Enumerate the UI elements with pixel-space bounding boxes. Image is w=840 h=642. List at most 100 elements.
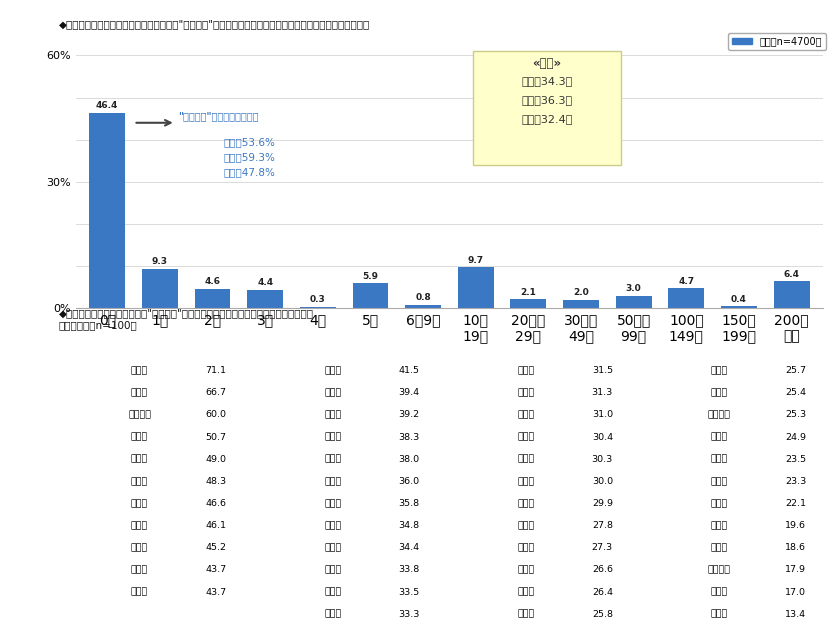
Text: 35.8: 35.8 (398, 499, 420, 508)
Text: 34位: 34位 (452, 587, 470, 596)
Text: 北海道: 北海道 (131, 366, 148, 375)
Text: 18位: 18位 (259, 499, 278, 508)
Text: 35位: 35位 (452, 610, 470, 619)
Text: 回: 回 (407, 345, 412, 356)
Bar (721, 306, 757, 308)
Bar (669, 288, 704, 308)
Text: 男性：36.3回: 男性：36.3回 (522, 96, 572, 105)
Text: 全体：53.6%: 全体：53.6% (223, 137, 275, 148)
Text: 3位: 3位 (69, 410, 81, 419)
Text: 高知県: 高知県 (324, 543, 341, 552)
Text: 大分県: 大分県 (711, 587, 727, 596)
Text: 46.1: 46.1 (206, 521, 227, 530)
Text: 宮崎県: 宮崎県 (517, 366, 534, 375)
Text: 5位: 5位 (69, 455, 81, 464)
Text: 50.7: 50.7 (206, 433, 227, 442)
Text: 21位: 21位 (259, 566, 277, 575)
Text: 滋賀県: 滋賀県 (131, 543, 148, 552)
Text: 22.1: 22.1 (785, 499, 806, 508)
Text: 群馬県: 群馬県 (711, 610, 727, 619)
Text: 男性：59.3%: 男性：59.3% (223, 152, 275, 162)
Text: 36位: 36位 (645, 366, 664, 375)
Text: 33.5: 33.5 (398, 587, 420, 596)
Text: ◆今年、配偶者・パートナーに何回くらい"愛の言葉"（愛してる・好きなど）を伝えたか　（数値入力形式）: ◆今年、配偶者・パートナーに何回くらい"愛の言葉"（愛してる・好きなど）を伝えた… (59, 19, 370, 29)
Text: 長野県: 長野県 (131, 566, 148, 575)
Text: 茨城県: 茨城県 (517, 455, 534, 464)
Text: 33.3: 33.3 (398, 610, 420, 619)
Text: 17.9: 17.9 (785, 566, 806, 575)
Text: 4.4: 4.4 (257, 278, 273, 287)
Text: 山形県: 山形県 (517, 521, 534, 530)
Text: 23位: 23位 (259, 610, 277, 619)
Text: 富山県: 富山県 (711, 388, 727, 397)
Text: «平均»: «平均» (533, 58, 561, 71)
Text: 2位: 2位 (69, 388, 81, 397)
Text: 9.3: 9.3 (152, 257, 168, 266)
Text: 宮城県: 宮城県 (324, 477, 341, 486)
Text: 兵庫県: 兵庫県 (324, 366, 341, 375)
Bar (458, 267, 494, 308)
Text: 6.4: 6.4 (784, 270, 800, 279)
Text: 38位: 38位 (645, 410, 664, 419)
Text: 33位: 33位 (452, 566, 470, 575)
Text: 46.4: 46.4 (96, 101, 118, 110)
Text: 奈良県: 奈良県 (711, 521, 727, 530)
Text: 福井県: 福井県 (131, 477, 148, 486)
Text: 和歌山県: 和歌山県 (708, 410, 731, 419)
Text: 三重県: 三重県 (711, 366, 727, 375)
Text: 9.7: 9.7 (468, 256, 484, 265)
Text: 神奈川県: 神奈川県 (129, 410, 151, 419)
Bar (774, 281, 810, 308)
Text: 鹿児島県: 鹿児島県 (708, 566, 731, 575)
Text: 43.7: 43.7 (205, 566, 227, 575)
Bar (247, 290, 283, 308)
Text: 24.9: 24.9 (785, 433, 806, 442)
Text: 26.4: 26.4 (592, 587, 613, 596)
Text: 東京都: 東京都 (324, 433, 341, 442)
Text: 回: 回 (793, 345, 799, 356)
Text: 9位: 9位 (69, 543, 81, 552)
Text: 41位: 41位 (645, 477, 664, 486)
Text: 山口県: 山口県 (517, 610, 534, 619)
Text: 43.7: 43.7 (205, 587, 227, 596)
Text: 66.7: 66.7 (206, 388, 227, 397)
Text: 沖縄県: 沖縄県 (131, 499, 148, 508)
Text: 19位: 19位 (259, 521, 277, 530)
Text: 25.4: 25.4 (785, 388, 806, 397)
Text: 青森県: 青森県 (324, 410, 341, 419)
Text: 徳島県: 徳島県 (711, 455, 727, 464)
Bar (563, 300, 599, 308)
Text: 0.4: 0.4 (731, 295, 747, 304)
Text: 14位: 14位 (259, 410, 277, 419)
Text: 25.8: 25.8 (592, 610, 613, 619)
Text: 71.1: 71.1 (206, 366, 227, 375)
Text: 26位: 26位 (452, 410, 470, 419)
Text: 39.2: 39.2 (398, 410, 420, 419)
Text: 39.4: 39.4 (398, 388, 420, 397)
Text: 各都道府県［n=100］: 各都道府県［n=100］ (59, 320, 138, 331)
Bar (511, 299, 546, 308)
Text: 13位: 13位 (259, 388, 277, 397)
Text: 5.9: 5.9 (362, 272, 379, 281)
Text: 45.2: 45.2 (206, 543, 227, 552)
Text: 女性：47.8%: 女性：47.8% (223, 167, 275, 177)
Text: 長崎県: 長崎県 (131, 433, 148, 442)
Bar (300, 307, 336, 308)
Text: 香川県: 香川県 (711, 543, 727, 552)
Bar (89, 113, 125, 308)
Text: 6位: 6位 (69, 477, 81, 486)
Text: 20位: 20位 (259, 543, 277, 552)
Text: "愛の言葉"を伝えた人の割合: "愛の言葉"を伝えた人の割合 (178, 110, 259, 121)
Text: 49.0: 49.0 (206, 455, 227, 464)
Text: 26.6: 26.6 (592, 566, 613, 575)
Text: 鳥取県: 鳥取県 (324, 610, 341, 619)
Text: 60.0: 60.0 (206, 410, 227, 419)
Text: 愛媛県: 愛媛県 (517, 410, 534, 419)
Bar (353, 283, 388, 308)
Text: 新潟県: 新潟県 (131, 455, 148, 464)
Text: 石川県: 石川県 (324, 388, 341, 397)
Text: 25.7: 25.7 (785, 366, 806, 375)
Bar (195, 289, 230, 308)
Text: 岩手県: 岩手県 (517, 587, 534, 596)
Text: 埼玉県: 埼玉県 (711, 499, 727, 508)
